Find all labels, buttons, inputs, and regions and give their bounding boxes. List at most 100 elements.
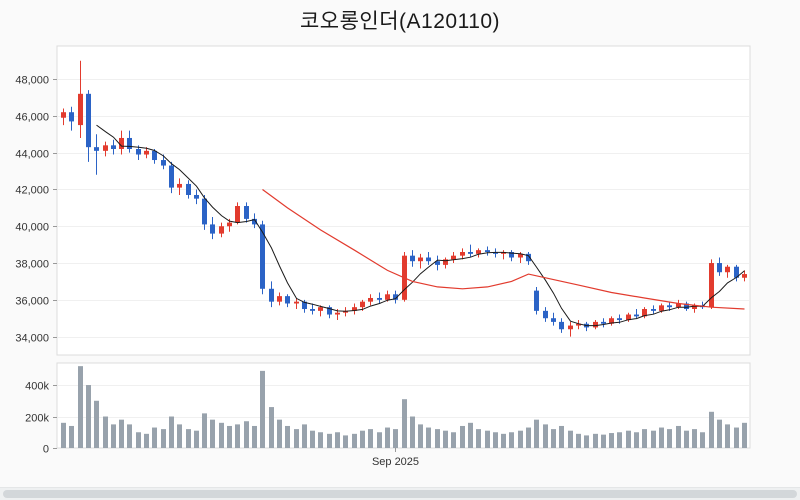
volume-bar (177, 424, 182, 448)
price-tick-label: 36,000 (15, 296, 49, 308)
volume-bar (136, 432, 141, 448)
volume-bar (493, 432, 498, 448)
candlestick-chart: 48,000 46,000 44,000 42,000 40,000 38,000 36,0… (15, 45, 751, 468)
candle (418, 257, 423, 262)
volume-bar (534, 419, 539, 448)
volume-bar (352, 433, 357, 448)
volume-bar (385, 427, 390, 448)
volume-bar (609, 433, 614, 448)
scrollbar-thumb[interactable] (3, 490, 797, 498)
price-panel (56, 45, 751, 356)
volume-bar (692, 429, 697, 448)
candle (659, 305, 664, 311)
candle (410, 255, 415, 262)
candle (609, 318, 614, 324)
candle (127, 137, 132, 149)
candle (385, 294, 390, 300)
candle (684, 303, 689, 310)
candle (435, 261, 440, 265)
volume-bar (360, 430, 365, 448)
volume-bar (435, 429, 440, 448)
candle (94, 147, 99, 151)
horizontal-scrollbar[interactable] (0, 487, 800, 500)
volume-bar (717, 419, 722, 448)
volume-tick-label: 200k (25, 413, 49, 425)
volume-bar (476, 429, 481, 448)
candle (152, 150, 157, 161)
volume-bar (186, 429, 191, 448)
volume-bar (227, 425, 232, 448)
price-tick-label: 48,000 (15, 75, 49, 87)
candle (593, 321, 598, 328)
candle (219, 226, 224, 234)
volume-bar (460, 425, 465, 448)
ma-short-line (96, 124, 745, 327)
candle (194, 194, 199, 199)
x-axis-label: Sep 2025 (372, 456, 419, 468)
candle (235, 206, 240, 223)
volume-bar (468, 422, 473, 448)
candle (559, 321, 564, 330)
volume-bar (601, 434, 606, 448)
volume-bar (111, 424, 116, 448)
candle (327, 307, 332, 315)
volume-bar (509, 432, 514, 448)
volume-bar (302, 424, 307, 448)
volume-bar (377, 432, 382, 448)
volume-bar (659, 427, 664, 448)
candle (526, 253, 531, 262)
volume-bar (568, 430, 573, 448)
candle (61, 112, 66, 118)
candle (443, 259, 448, 265)
candle (86, 93, 91, 148)
candle (169, 165, 174, 188)
volume-bar (335, 432, 340, 448)
candle (252, 218, 257, 225)
candle (310, 309, 315, 311)
volume-bar (526, 427, 531, 448)
volume-bar (269, 407, 274, 448)
volume-bar (252, 425, 257, 448)
price-tick-label: 44,000 (15, 149, 49, 161)
volume-bar (501, 433, 506, 448)
candle (277, 296, 282, 302)
candle (534, 290, 539, 311)
candle (626, 314, 631, 321)
candle (111, 145, 116, 149)
candle (393, 294, 398, 300)
candle (285, 296, 290, 304)
volume-bar (78, 366, 83, 448)
candle (294, 301, 299, 304)
candle (518, 253, 523, 258)
candle (692, 305, 697, 310)
volume-bar (152, 427, 157, 448)
candle (667, 305, 672, 308)
candle (177, 183, 182, 188)
volume-bar (161, 429, 166, 448)
volume-bar (402, 399, 407, 448)
volume-bar (103, 416, 108, 448)
volume-bar (393, 429, 398, 448)
candle (501, 252, 506, 254)
volume-bar (617, 432, 622, 448)
volume-bar (210, 419, 215, 448)
candle (493, 252, 498, 254)
volume-bar (277, 419, 282, 448)
volume-bar (543, 424, 548, 448)
candle (742, 274, 747, 278)
volume-bar (593, 433, 598, 448)
volume-tick-label: 400k (25, 381, 49, 393)
volume-bar (86, 385, 91, 448)
candle (343, 310, 348, 313)
candle (144, 150, 149, 155)
volume-bar (634, 432, 639, 448)
candle (734, 266, 739, 278)
candle (161, 160, 166, 166)
candle (576, 323, 581, 326)
candle (368, 297, 373, 302)
volume-bar (61, 422, 66, 448)
volume-bar (642, 429, 647, 448)
candle (460, 252, 465, 256)
candle (318, 307, 323, 311)
candle (426, 257, 431, 262)
